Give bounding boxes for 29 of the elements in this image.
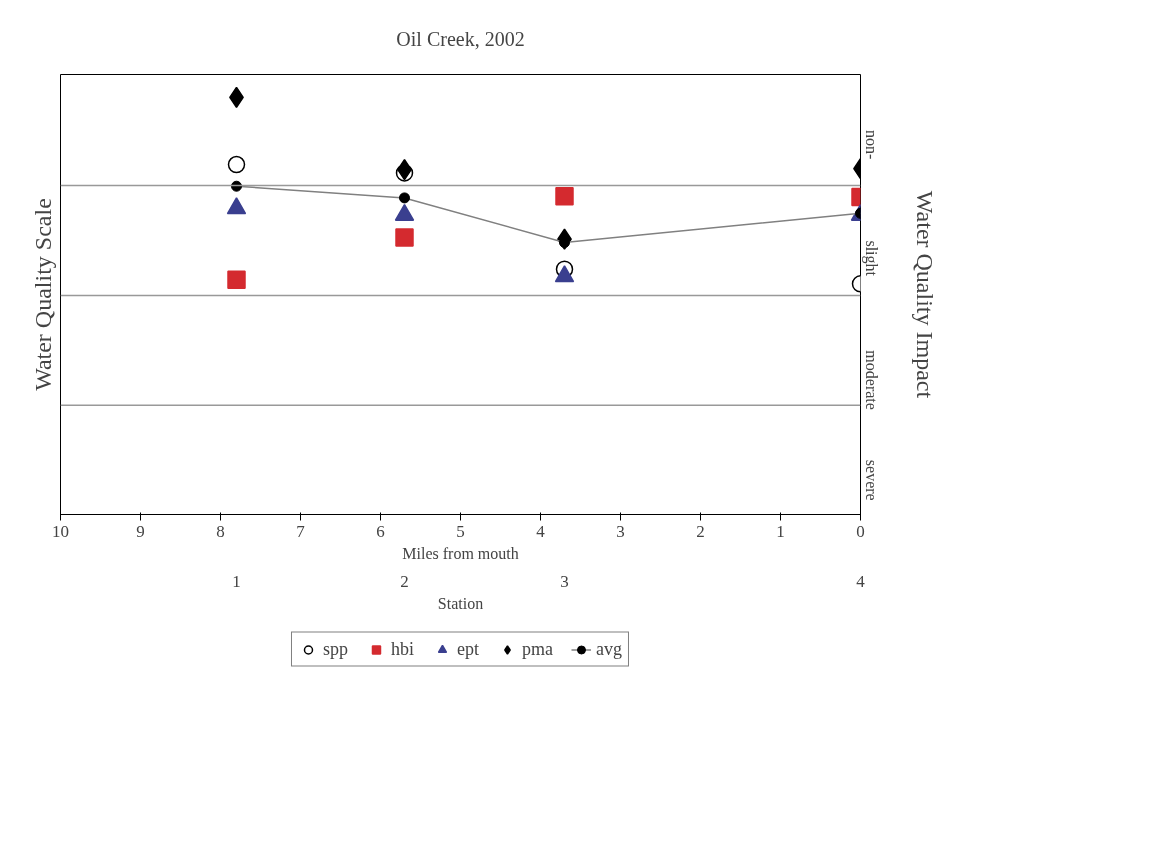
text: moderate bbox=[863, 350, 880, 410]
x-tick-label: 10 bbox=[52, 521, 69, 541]
x-tick-label: 0 bbox=[856, 521, 865, 541]
text: 1 bbox=[232, 571, 241, 591]
text: slight bbox=[862, 240, 880, 277]
text: 2 bbox=[400, 571, 409, 591]
legend-label: avg bbox=[596, 638, 623, 660]
y-axis-title: Water Quality Scale bbox=[29, 198, 56, 391]
x-tick-label: 9 bbox=[136, 521, 145, 541]
x-tick-label: 6 bbox=[376, 521, 385, 541]
legend-label: ept bbox=[457, 638, 480, 660]
text: Station bbox=[437, 594, 484, 612]
x-tick-label: 5 bbox=[456, 521, 465, 541]
x-tick-label: 7 bbox=[296, 521, 306, 541]
chart-title: Oil Creek, 2002 bbox=[396, 27, 525, 50]
x-tick-label: 2 bbox=[696, 521, 705, 541]
x-tick-label: 3 bbox=[616, 521, 625, 541]
text: severe bbox=[863, 459, 880, 501]
y2-axis-title: Water Quality Impact bbox=[911, 190, 938, 399]
text: 3 bbox=[560, 571, 569, 591]
legend-label: pma bbox=[522, 638, 554, 660]
legend-label: spp bbox=[322, 638, 348, 660]
legend-label: hbi bbox=[391, 638, 415, 660]
x-tick-label: 4 bbox=[536, 521, 546, 541]
x-tick-label: 1 bbox=[776, 521, 785, 541]
text: 4 bbox=[856, 571, 866, 591]
x-axis-title: Miles from mouth bbox=[402, 544, 519, 562]
text: non- bbox=[863, 129, 880, 160]
x-tick-label: 8 bbox=[216, 521, 225, 541]
